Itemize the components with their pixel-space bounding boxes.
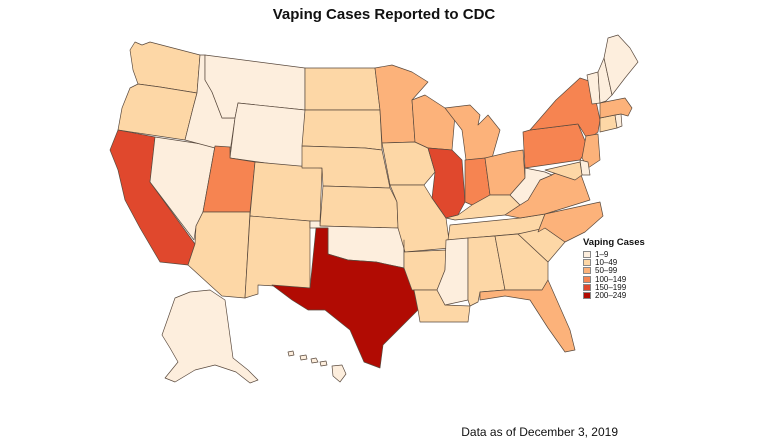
legend-item: 10–49 (583, 257, 645, 267)
legend-swatch (583, 267, 591, 275)
state-wisconsin (411, 94, 456, 151)
state-west-virginia (509, 167, 553, 206)
states-layer (109, 34, 639, 384)
state-arizona (187, 211, 251, 299)
legend-label: 1–9 (595, 249, 609, 259)
state-north-carolina (537, 201, 604, 243)
state-south-dakota (301, 109, 383, 151)
state-iowa (381, 141, 436, 186)
state-pennsylvania (522, 123, 589, 169)
state-massachusetts (599, 97, 633, 119)
legend-item: 150–199 (583, 282, 645, 292)
legend-swatch (583, 258, 591, 266)
legend: Vaping Cases 1–9 10–49 50–99 100–149 150… (583, 237, 645, 300)
legend-item: 100–149 (583, 274, 645, 284)
legend-label: 100–149 (595, 274, 627, 284)
legend-label: 200–249 (595, 291, 627, 301)
state-kansas (319, 185, 399, 229)
legend-item: 200–249 (583, 291, 645, 301)
legend-swatch (583, 283, 591, 291)
legend-label: 150–199 (595, 282, 627, 292)
state-hawaii (287, 350, 347, 383)
legend-swatch (583, 292, 591, 300)
legend-swatch (583, 275, 591, 283)
state-new-jersey (581, 133, 601, 169)
data-date-footnote: Data as of December 3, 2019 (461, 425, 618, 439)
state-colorado (249, 161, 323, 223)
state-michigan (444, 104, 501, 161)
legend-swatch (583, 250, 591, 258)
state-maryland (544, 161, 583, 181)
state-maine (603, 34, 639, 96)
legend-item: 50–99 (583, 266, 645, 276)
state-florida (479, 279, 576, 353)
state-alaska (161, 289, 259, 384)
state-new-hampshire (597, 57, 613, 104)
state-texas (271, 227, 419, 369)
state-wyoming (229, 102, 306, 169)
legend-label: 50–99 (595, 266, 618, 276)
legend-label: 10–49 (595, 257, 618, 267)
state-north-dakota (304, 67, 381, 111)
map-title: Vaping Cases Reported to CDC (272, 6, 496, 23)
legend-item: 1–9 (583, 249, 645, 259)
legend-title: Vaping Cases (583, 237, 645, 248)
state-oregon (117, 83, 198, 141)
